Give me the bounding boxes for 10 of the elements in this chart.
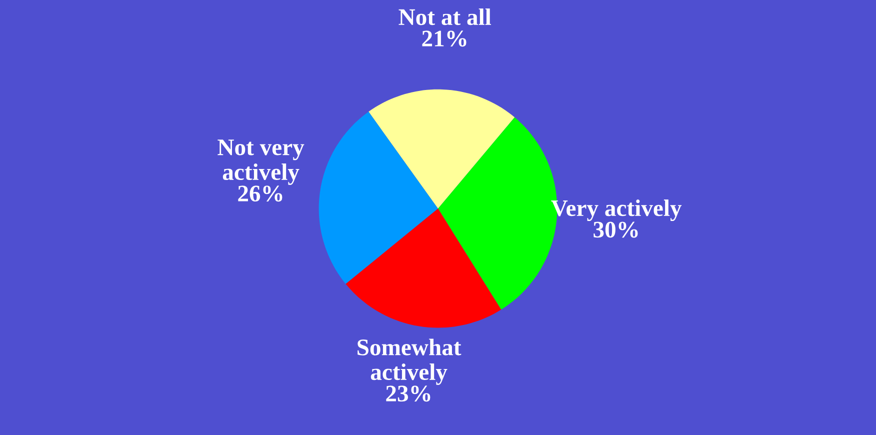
slice-label: Not very actively — [218, 140, 304, 185]
data-label: 21% — [422, 30, 466, 47]
pie-slice — [318, 112, 438, 284]
data-label: 23% — [386, 386, 430, 402]
pie-slice — [346, 208, 502, 328]
pie-slice — [368, 89, 515, 209]
slice-label: Somewhat actively — [358, 338, 462, 385]
slice-label: Not at all — [398, 8, 492, 26]
data-label: 26% — [238, 186, 282, 202]
data-label: 30% — [594, 222, 638, 238]
